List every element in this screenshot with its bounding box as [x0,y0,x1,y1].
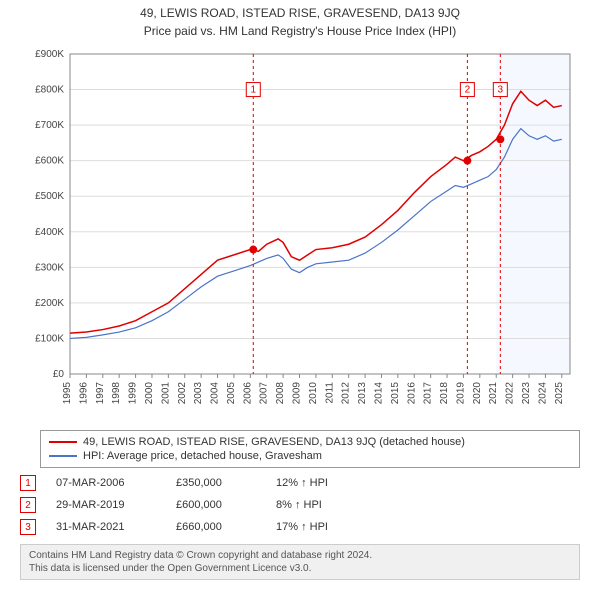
svg-text:£100K: £100K [35,333,64,344]
svg-text:2000: 2000 [144,382,155,405]
svg-text:1997: 1997 [95,382,106,405]
event-marker-icon: 2 [20,497,36,513]
svg-text:2009: 2009 [292,382,303,405]
svg-text:£300K: £300K [35,262,64,273]
event-delta: 8% ↑ HPI [276,499,376,511]
event-price: £660,000 [176,521,256,533]
svg-text:2025: 2025 [554,382,565,405]
attribution-line: Contains HM Land Registry data © Crown c… [29,549,571,562]
svg-text:2: 2 [465,85,471,96]
attribution-line: This data is licensed under the Open Gov… [29,562,571,575]
attribution: Contains HM Land Registry data © Crown c… [20,544,580,580]
event-delta: 17% ↑ HPI [276,521,376,533]
svg-text:£0: £0 [53,369,65,380]
legend-label: HPI: Average price, detached house, Grav… [83,450,322,462]
svg-text:2020: 2020 [472,382,483,405]
svg-text:1: 1 [250,85,256,96]
line-chart-svg: £0 £100K £200K £300K £400K £500K £600K £700K £80… [20,44,580,424]
svg-text:2007: 2007 [259,382,270,405]
legend: 49, LEWIS ROAD, ISTEAD RISE, GRAVESEND, … [40,430,580,468]
events-table: 1 07-MAR-2006 £350,000 12% ↑ HPI 2 29-MA… [20,472,580,538]
svg-text:1996: 1996 [78,382,89,405]
svg-text:2002: 2002 [177,382,188,405]
event-row: 2 29-MAR-2019 £600,000 8% ↑ HPI [20,494,580,516]
legend-swatch [49,441,77,443]
svg-text:2024: 2024 [537,382,548,405]
page-subtitle: Price paid vs. HM Land Registry's House … [0,20,600,44]
event-row: 1 07-MAR-2006 £350,000 12% ↑ HPI [20,472,580,494]
svg-text:2021: 2021 [488,382,499,405]
legend-item: 49, LEWIS ROAD, ISTEAD RISE, GRAVESEND, … [49,435,571,449]
svg-text:2011: 2011 [324,382,335,404]
chart-area: £0 £100K £200K £300K £400K £500K £600K £700K £80… [20,44,580,424]
svg-text:2016: 2016 [406,382,417,405]
event-date: 07-MAR-2006 [56,477,156,489]
svg-text:2013: 2013 [357,382,368,405]
svg-text:2006: 2006 [242,382,253,405]
event-price: £350,000 [176,477,256,489]
svg-text:2001: 2001 [160,382,171,405]
svg-text:1999: 1999 [128,382,139,405]
svg-text:2023: 2023 [521,382,532,405]
event-date: 29-MAR-2019 [56,499,156,511]
chart-container: 49, LEWIS ROAD, ISTEAD RISE, GRAVESEND, … [0,0,600,590]
svg-text:2019: 2019 [455,382,466,405]
svg-text:2015: 2015 [390,382,401,405]
svg-text:2018: 2018 [439,382,450,405]
page-title: 49, LEWIS ROAD, ISTEAD RISE, GRAVESEND, … [0,0,600,20]
svg-text:£800K: £800K [35,85,64,96]
event-marker-icon: 1 [20,475,36,491]
svg-text:3: 3 [498,85,504,96]
svg-text:£200K: £200K [35,298,64,309]
legend-label: 49, LEWIS ROAD, ISTEAD RISE, GRAVESEND, … [83,436,465,448]
svg-text:2003: 2003 [193,382,204,405]
svg-text:£500K: £500K [35,191,64,202]
svg-text:2004: 2004 [210,382,221,405]
svg-text:2022: 2022 [505,382,516,405]
svg-text:£400K: £400K [35,227,64,238]
svg-text:2010: 2010 [308,382,319,405]
event-marker-icon: 3 [20,519,36,535]
svg-text:2012: 2012 [341,382,352,405]
svg-text:2005: 2005 [226,382,237,405]
svg-text:2014: 2014 [373,382,384,405]
legend-swatch [49,455,77,457]
svg-text:£700K: £700K [35,120,64,131]
svg-text:1995: 1995 [62,382,73,405]
svg-text:2008: 2008 [275,382,286,405]
event-date: 31-MAR-2021 [56,521,156,533]
svg-text:£600K: £600K [35,156,64,167]
svg-text:£900K: £900K [35,49,64,60]
event-price: £600,000 [176,499,256,511]
svg-text:1998: 1998 [111,382,122,405]
event-row: 3 31-MAR-2021 £660,000 17% ↑ HPI [20,516,580,538]
event-delta: 12% ↑ HPI [276,477,376,489]
legend-item: HPI: Average price, detached house, Grav… [49,449,571,463]
svg-text:2017: 2017 [423,382,434,405]
